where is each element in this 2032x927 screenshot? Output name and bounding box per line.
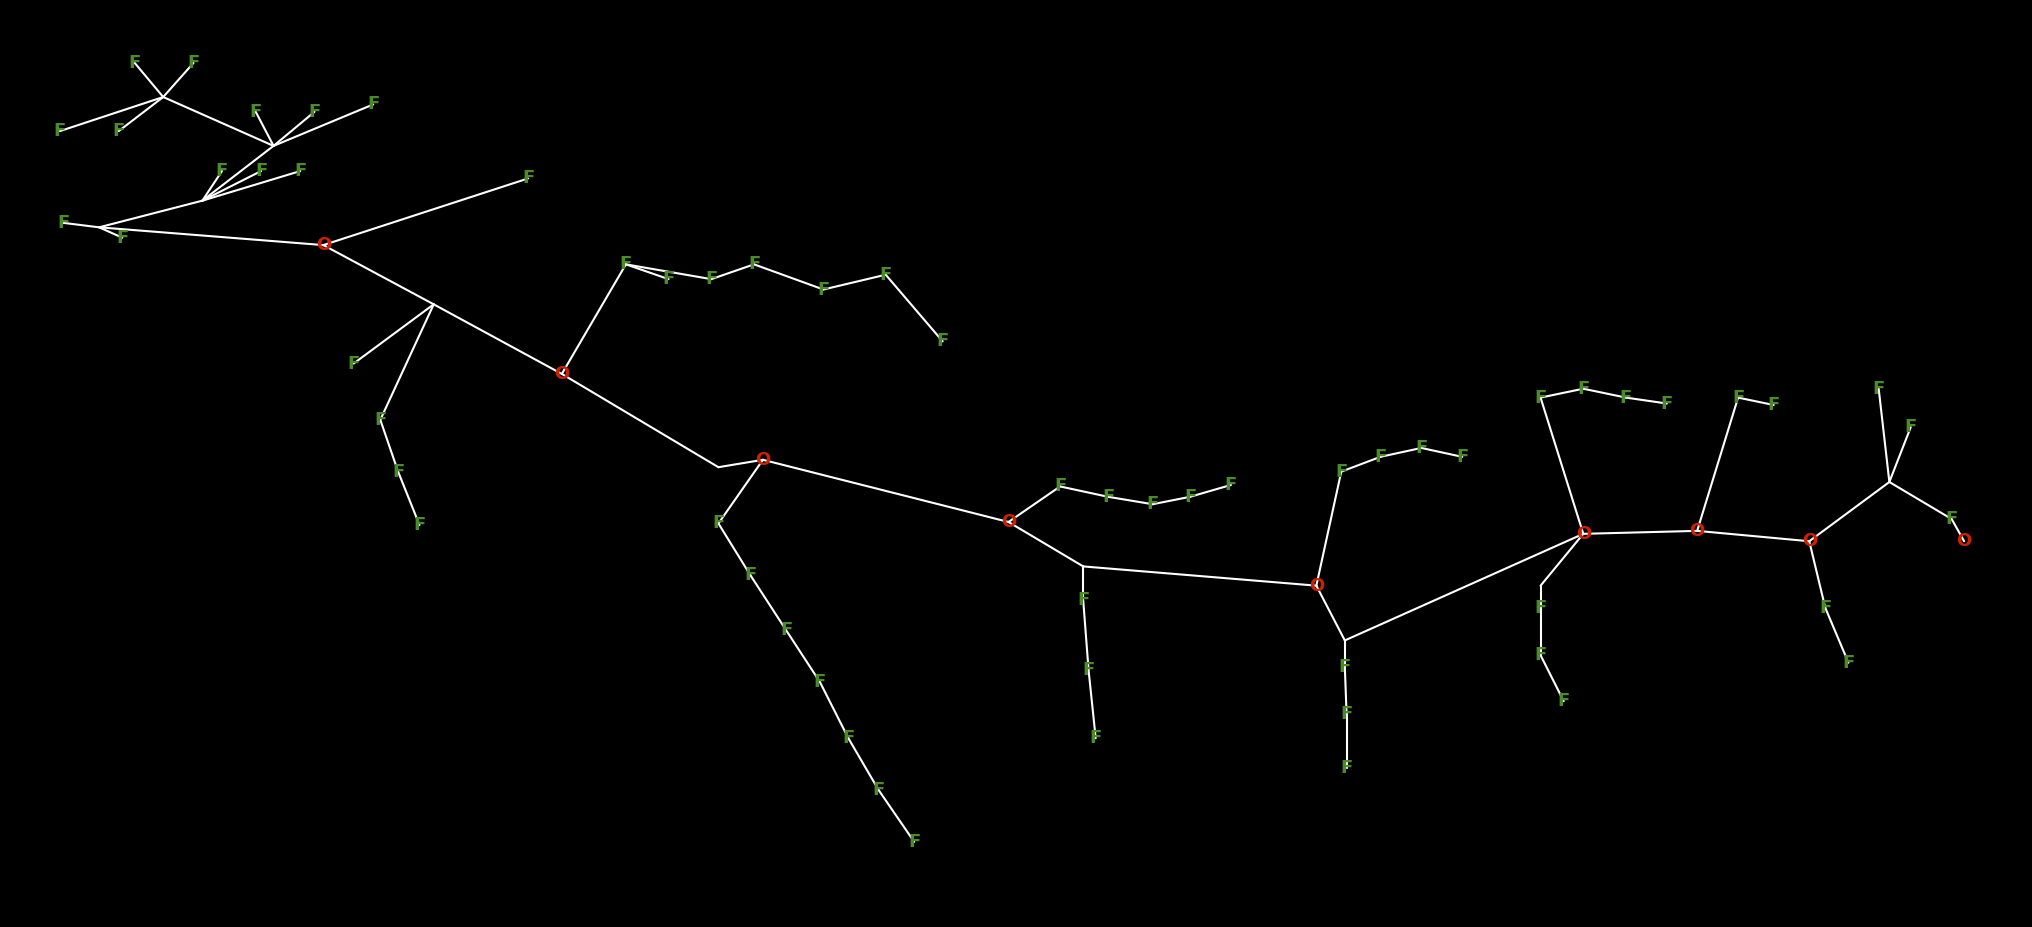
Text: F: F bbox=[1766, 396, 1778, 414]
Text: F: F bbox=[1101, 488, 1114, 506]
Text: O: O bbox=[1955, 532, 1971, 551]
Text: F: F bbox=[1534, 388, 1546, 407]
Text: F: F bbox=[112, 122, 124, 140]
Text: F: F bbox=[1945, 510, 1957, 528]
Text: O: O bbox=[756, 451, 770, 469]
Text: F: F bbox=[744, 566, 756, 584]
Text: F: F bbox=[368, 95, 380, 113]
Text: F: F bbox=[1557, 692, 1569, 710]
Text: F: F bbox=[1577, 380, 1589, 398]
Text: F: F bbox=[880, 266, 892, 284]
Text: F: F bbox=[347, 354, 360, 373]
Text: F: F bbox=[705, 270, 717, 288]
Text: F: F bbox=[813, 673, 825, 691]
Text: F: F bbox=[1841, 654, 1853, 672]
Text: F: F bbox=[937, 333, 949, 350]
Text: F: F bbox=[309, 103, 321, 121]
Text: O: O bbox=[315, 236, 331, 254]
Text: O: O bbox=[1575, 525, 1591, 543]
Text: F: F bbox=[1223, 476, 1235, 494]
Text: F: F bbox=[1335, 463, 1347, 480]
Text: F: F bbox=[1183, 488, 1195, 506]
Text: F: F bbox=[1904, 418, 1916, 437]
Text: F: F bbox=[1146, 495, 1158, 514]
Text: F: F bbox=[1455, 448, 1467, 466]
Text: F: F bbox=[116, 229, 128, 247]
Text: F: F bbox=[780, 621, 792, 639]
Text: F: F bbox=[1053, 477, 1065, 495]
Text: F: F bbox=[1871, 380, 1884, 398]
Text: F: F bbox=[412, 516, 425, 534]
Text: F: F bbox=[817, 281, 829, 298]
Text: F: F bbox=[55, 122, 67, 140]
Text: F: F bbox=[620, 255, 632, 273]
Text: F: F bbox=[250, 103, 262, 121]
Text: F: F bbox=[711, 514, 723, 532]
Text: F: F bbox=[1374, 448, 1386, 466]
Text: F: F bbox=[748, 255, 760, 273]
Text: F: F bbox=[1089, 730, 1101, 747]
Text: F: F bbox=[872, 781, 884, 799]
Text: F: F bbox=[1731, 388, 1743, 407]
Text: F: F bbox=[57, 214, 69, 232]
Text: O: O bbox=[1000, 513, 1016, 531]
Text: F: F bbox=[522, 170, 534, 187]
Text: O: O bbox=[1309, 577, 1323, 594]
Text: F: F bbox=[908, 832, 920, 851]
Text: F: F bbox=[374, 411, 386, 429]
Text: F: F bbox=[841, 730, 853, 747]
Text: F: F bbox=[254, 162, 266, 180]
Text: F: F bbox=[662, 270, 675, 288]
Text: F: F bbox=[1077, 591, 1089, 609]
Text: F: F bbox=[1620, 388, 1632, 407]
Text: F: F bbox=[215, 162, 228, 180]
Text: F: F bbox=[1414, 439, 1426, 457]
Text: F: F bbox=[1819, 599, 1831, 616]
Text: F: F bbox=[1081, 661, 1093, 679]
Text: F: F bbox=[128, 54, 140, 72]
Text: F: F bbox=[1534, 646, 1546, 665]
Text: F: F bbox=[1339, 705, 1351, 723]
Text: O: O bbox=[1689, 522, 1705, 540]
Text: O: O bbox=[1800, 532, 1817, 551]
Text: F: F bbox=[392, 463, 404, 480]
Text: F: F bbox=[295, 162, 307, 180]
Text: F: F bbox=[187, 54, 199, 72]
Text: F: F bbox=[1339, 759, 1351, 777]
Text: F: F bbox=[1660, 395, 1672, 413]
Text: F: F bbox=[1337, 658, 1351, 676]
Text: O: O bbox=[555, 365, 569, 383]
Text: F: F bbox=[1534, 599, 1546, 616]
